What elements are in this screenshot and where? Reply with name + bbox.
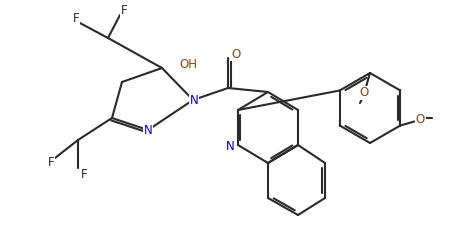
Text: F: F [81,167,87,181]
Text: N: N [189,93,198,106]
Text: F: F [120,5,127,17]
Text: F: F [73,12,79,24]
Text: O: O [359,86,368,99]
Text: N: N [225,141,234,153]
Text: F: F [48,157,54,169]
Text: O: O [415,113,424,126]
Text: OH: OH [179,58,197,70]
Text: O: O [231,47,240,60]
Text: N: N [143,124,152,137]
